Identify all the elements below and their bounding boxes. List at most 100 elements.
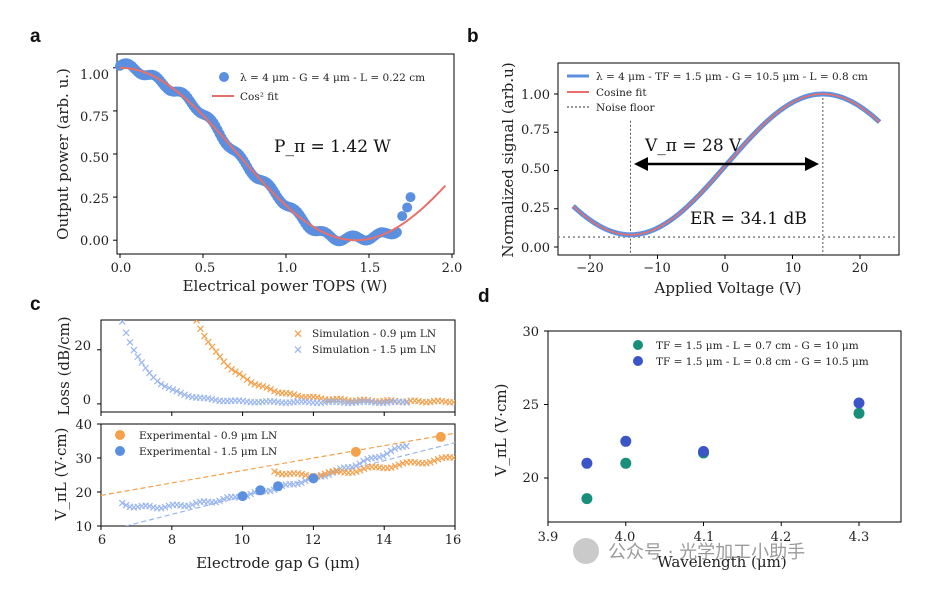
y-tick: 25 bbox=[522, 398, 539, 413]
data-point bbox=[308, 473, 319, 484]
cross-marker bbox=[161, 503, 169, 511]
cross-marker bbox=[157, 504, 165, 512]
cross-marker bbox=[197, 325, 204, 333]
cross-marker bbox=[118, 320, 126, 325]
y-tick: 0.25 bbox=[521, 201, 550, 216]
x-tick: 0 bbox=[721, 261, 729, 276]
cross-marker bbox=[313, 393, 321, 401]
x-tick: 4.3 bbox=[849, 530, 870, 545]
legend-label: λ = 4 μm - TF = 1.5 μm - G = 10.5 μm - L… bbox=[596, 71, 868, 83]
data-point bbox=[255, 485, 266, 496]
x-tick: 16 bbox=[445, 533, 462, 548]
cross-marker bbox=[212, 348, 220, 356]
cross-marker bbox=[434, 455, 442, 463]
data-point bbox=[853, 407, 865, 419]
cross-marker bbox=[375, 453, 383, 461]
legend-label: Experimental - 1.5 μm LN bbox=[139, 446, 277, 458]
cross-marker bbox=[192, 499, 200, 507]
cross-marker bbox=[387, 447, 395, 455]
legend-label: Cos² fit bbox=[240, 91, 279, 103]
y-tick: 0.75 bbox=[80, 110, 109, 125]
cross-marker bbox=[426, 458, 434, 466]
x-tick: 4.1 bbox=[694, 530, 715, 545]
data-point bbox=[350, 446, 361, 457]
y-tick: 20 bbox=[75, 486, 92, 501]
cross-marker bbox=[247, 490, 255, 498]
axes-frame bbox=[547, 330, 902, 523]
legend-label: Experimental - 0.9 μm LN bbox=[139, 430, 277, 442]
y-axis-label: Normalized signal (arb.u) bbox=[499, 62, 517, 257]
x-tick: −10 bbox=[643, 261, 670, 276]
x-tick: 10 bbox=[785, 261, 802, 276]
legend-label: TF = 1.5 μm - L = 0.8 cm - G = 10.5 μm bbox=[656, 356, 869, 368]
annotation-er: ER = 34.1 dB bbox=[690, 209, 807, 229]
cross-marker bbox=[391, 462, 399, 470]
data-point bbox=[405, 192, 416, 203]
cross-marker bbox=[360, 465, 368, 473]
cross-marker bbox=[173, 387, 181, 395]
cross-marker bbox=[204, 338, 212, 346]
cross-marker bbox=[403, 442, 410, 450]
legend-marker bbox=[115, 446, 125, 456]
x-tick: 10 bbox=[234, 533, 251, 548]
cross-marker bbox=[352, 468, 360, 476]
cross-marker bbox=[259, 382, 267, 390]
y-tick: 1.00 bbox=[521, 88, 550, 103]
data-point bbox=[397, 211, 408, 222]
x-axis-label: Electrical power TOPS (W) bbox=[183, 277, 388, 295]
cross-marker bbox=[317, 471, 325, 479]
data-point bbox=[237, 491, 248, 502]
cross-marker bbox=[387, 464, 395, 471]
cross-marker bbox=[266, 487, 274, 495]
cross-marker bbox=[271, 387, 278, 395]
x-tick: 2.0 bbox=[442, 261, 463, 276]
marker-group bbox=[101, 432, 455, 526]
y-tick: 30 bbox=[522, 325, 539, 340]
legend-marker bbox=[219, 72, 229, 82]
panel-d: 3.9 4.0 4.1 4.2 4.3 20 25 30 Wavelength … bbox=[492, 325, 902, 571]
cross-marker bbox=[286, 390, 294, 397]
x-tick: 8 bbox=[168, 533, 176, 548]
axes-frame bbox=[100, 423, 456, 527]
cross-marker bbox=[243, 376, 251, 384]
x-tick: 1.0 bbox=[277, 261, 298, 276]
x-tick: 4.0 bbox=[615, 530, 636, 545]
y-tick: 1.00 bbox=[80, 68, 109, 83]
axes-frame bbox=[100, 319, 456, 413]
cross-marker bbox=[321, 470, 329, 478]
x-axis-label: Electrode gap G (μm) bbox=[196, 554, 360, 572]
axes-frame bbox=[557, 62, 900, 256]
cross-marker bbox=[169, 386, 177, 393]
cross-marker bbox=[161, 382, 169, 390]
legend-marker bbox=[115, 430, 125, 440]
data-point bbox=[698, 446, 709, 457]
cross-marker bbox=[138, 359, 146, 367]
cross-marker bbox=[356, 466, 364, 474]
cross-marker bbox=[360, 457, 368, 465]
cross-marker bbox=[450, 454, 455, 462]
legend-label: TF = 1.5 μm - L = 0.7 cm - G = 10 μm bbox=[656, 340, 859, 352]
legend-marker: ✕ bbox=[293, 327, 303, 341]
y-axis-label: Loss (dB/cm) bbox=[55, 316, 73, 415]
cross-marker bbox=[364, 455, 371, 463]
cross-marker bbox=[181, 391, 188, 399]
y-tick: 0.75 bbox=[521, 123, 550, 138]
cross-marker bbox=[235, 370, 243, 378]
cross-marker bbox=[212, 498, 220, 506]
y-tick: 0.50 bbox=[80, 151, 109, 166]
legend-label: Simulation - 1.5 μm LN bbox=[312, 344, 436, 356]
cross-marker bbox=[157, 380, 165, 388]
data-point bbox=[402, 202, 413, 213]
cross-marker bbox=[251, 380, 259, 388]
cross-marker bbox=[220, 495, 227, 503]
y-tick: 0 bbox=[83, 393, 91, 408]
data-point bbox=[273, 481, 283, 492]
watermark: 公众号 · 光学加工小助手 bbox=[608, 542, 805, 563]
x-tick: 20 bbox=[852, 261, 869, 276]
cross-marker bbox=[298, 470, 306, 478]
y-tick: 20 bbox=[74, 339, 91, 354]
cross-marker bbox=[165, 384, 173, 392]
x-axis-label: Applied Voltage (V) bbox=[654, 279, 802, 297]
cross-marker bbox=[267, 385, 274, 393]
data-point bbox=[581, 457, 593, 469]
